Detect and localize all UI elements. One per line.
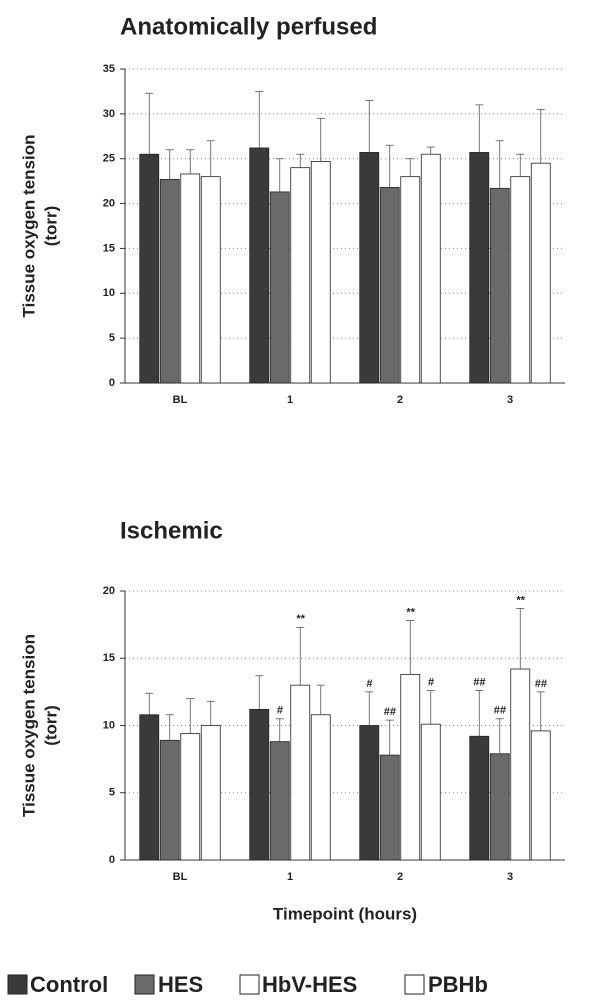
y-axis-label: Tissue oxygen tension: [19, 135, 38, 318]
bar: [310, 161, 331, 384]
annotation: ##: [494, 705, 507, 717]
bar: [139, 153, 160, 384]
legend-label: PBHb: [428, 972, 488, 997]
annotation: #: [277, 705, 284, 717]
y-axis-label: Tissue oxygen tension: [19, 634, 38, 817]
bar: [290, 684, 311, 861]
legend-label: HbV-HES: [262, 972, 357, 997]
bar: [420, 153, 441, 384]
y-tick-label: 10: [103, 287, 115, 299]
bar: [310, 714, 331, 861]
y-tick-label: 15: [103, 242, 115, 254]
bar: [379, 187, 400, 384]
y-tick-label: 0: [109, 377, 115, 389]
annotation: **: [296, 613, 305, 625]
bar: [200, 725, 221, 861]
legend-swatch: [134, 974, 155, 995]
legend-label: HES: [158, 972, 203, 997]
y-tick-label: 20: [103, 197, 115, 209]
y-tick-label: 30: [103, 108, 115, 120]
bar: [510, 668, 531, 861]
y-tick-label: 35: [103, 63, 115, 75]
bar: [359, 725, 380, 861]
y-tick-label: 5: [109, 332, 115, 344]
bar: [379, 754, 400, 861]
y-tick-label: 25: [103, 153, 115, 165]
annotation: **: [406, 606, 415, 618]
x-tick-label: 1: [287, 871, 293, 883]
y-tick-label: 15: [103, 652, 115, 664]
bar: [420, 723, 441, 861]
x-tick-label: 3: [507, 871, 513, 883]
bar: [400, 673, 421, 861]
bar: [159, 178, 180, 384]
bar: [489, 753, 510, 861]
annotation: ##: [535, 678, 548, 690]
annotation: #: [428, 676, 435, 688]
y-tick-label: 0: [109, 854, 115, 866]
bar: [180, 173, 201, 384]
y-tick-label: 20: [103, 585, 115, 597]
annotation: ##: [384, 706, 397, 718]
bar: [530, 162, 551, 384]
x-tick-label: 3: [507, 394, 513, 406]
chart-title: Ischemic: [120, 517, 223, 544]
bar: [530, 730, 551, 861]
legend-swatch: [239, 974, 260, 995]
x-axis-label: Timepoint (hours): [273, 904, 417, 923]
annotation: **: [516, 594, 525, 606]
y-axis-label: (torr): [41, 206, 60, 247]
bar: [269, 741, 290, 861]
bar: [180, 733, 201, 861]
annotation: #: [366, 678, 373, 690]
bar: [139, 714, 160, 861]
y-axis-label: (torr): [41, 705, 60, 746]
bar: [400, 176, 421, 384]
bar: [290, 167, 311, 384]
bar: [469, 152, 490, 384]
x-tick-label: 2: [397, 871, 403, 883]
legend-swatch: [404, 974, 425, 995]
bar: [249, 147, 270, 384]
bar: [159, 739, 180, 861]
bar: [489, 187, 510, 384]
bar: [359, 152, 380, 384]
legend-label: Control: [30, 972, 108, 997]
legend-swatch: [7, 974, 28, 995]
bar: [469, 735, 490, 861]
y-tick-label: 5: [109, 787, 115, 799]
bar: [269, 191, 290, 384]
bar: [249, 708, 270, 861]
x-tick-label: 2: [397, 394, 403, 406]
bar: [510, 176, 531, 384]
y-tick-label: 10: [103, 719, 115, 731]
chart-title: Anatomically perfused: [120, 13, 377, 40]
x-tick-label: BL: [173, 871, 188, 883]
annotation: ##: [473, 676, 486, 688]
x-tick-label: 1: [287, 394, 293, 406]
bar: [200, 176, 221, 384]
x-tick-label: BL: [173, 394, 188, 406]
